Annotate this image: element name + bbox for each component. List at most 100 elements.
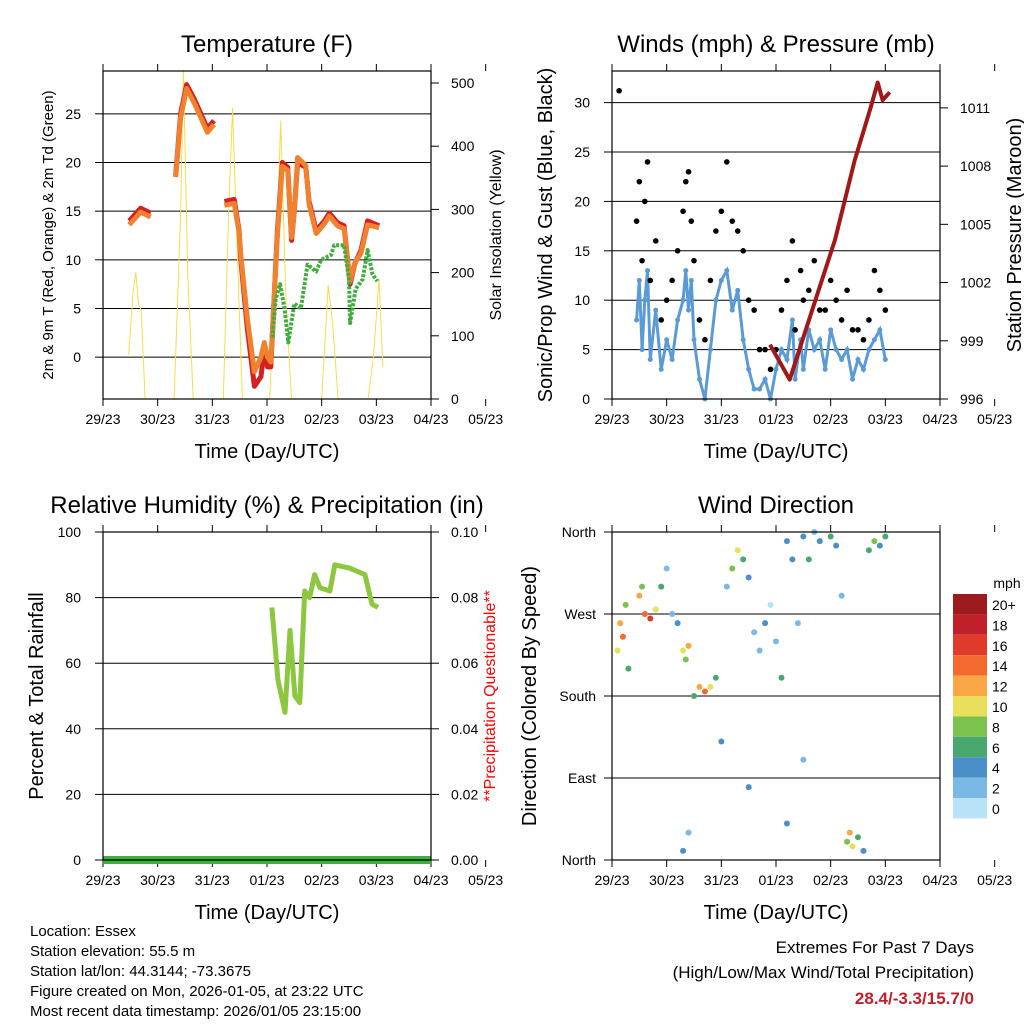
y2-axis-label: Station Pressure (Maroon) (1004, 118, 1024, 353)
gust-point (751, 307, 757, 313)
plot-frame (611, 531, 941, 861)
wind-point (718, 277, 724, 283)
gust-point (644, 159, 651, 165)
y2-tick-label: 0.08 (451, 590, 478, 606)
y-tick-label: 25 (574, 144, 590, 160)
y2-tick-label: 500 (451, 75, 475, 91)
x-tick-label: 29/23 (85, 872, 120, 888)
wind-point (729, 307, 735, 313)
gust-point (734, 228, 741, 234)
gust-point (792, 327, 798, 333)
direction-point (745, 574, 752, 581)
y-tick-label: 10 (65, 252, 81, 268)
x-tick-label: 04/23 (922, 872, 957, 888)
y-tick-label: 15 (574, 243, 590, 259)
y-tick-label: 0 (73, 349, 81, 365)
wind-point (789, 317, 795, 323)
series-line-2m-td (270, 243, 380, 345)
direction-point (682, 656, 689, 663)
wind-point (828, 327, 834, 333)
y-tick-label: 5 (73, 300, 81, 316)
y-tick-label: 20 (65, 786, 81, 802)
gust-point (674, 248, 681, 254)
wind-point (653, 307, 659, 313)
gust-point (658, 317, 664, 323)
x-tick-label: 05/23 (468, 872, 503, 888)
direction-point (707, 683, 714, 690)
chart-title: Temperature (F) (181, 31, 353, 58)
wind-point (669, 356, 675, 362)
y-tick-label: 60 (65, 655, 81, 671)
legend-label: 18 (992, 617, 1008, 633)
direction-point (680, 847, 687, 854)
legend-label: 12 (992, 679, 1008, 695)
wind-point (792, 376, 798, 382)
wind-point (811, 347, 817, 353)
direction-point (658, 583, 665, 590)
x-axis-label: Time (Day/UTC) (704, 441, 849, 463)
gust-point (822, 307, 828, 313)
y-tick-label: North (562, 852, 596, 868)
series-line-solar-insolation (173, 69, 194, 400)
y-tick-label: South (559, 688, 596, 704)
gust-point (855, 327, 861, 333)
x-tick-label: 05/23 (977, 411, 1012, 427)
gust-point (707, 277, 714, 284)
y2-tick-label: 996 (960, 391, 984, 407)
wind-point (784, 356, 790, 362)
x-tick-label: 31/23 (704, 411, 739, 427)
gust-point (838, 317, 845, 323)
direction-point (652, 606, 659, 613)
series-line-solar-insolation (367, 278, 384, 400)
y2-tick-label: 0.02 (451, 786, 478, 802)
x-tick-label: 03/23 (359, 411, 394, 427)
y-tick-label: 40 (65, 721, 81, 737)
wind-point (740, 337, 746, 343)
direction-point (740, 556, 747, 563)
direction-point (751, 629, 758, 636)
elevation-text: Station elevation: 55.5 m (30, 943, 196, 960)
legend-swatch (953, 675, 987, 696)
direction-point (614, 647, 621, 654)
gust-point (688, 218, 695, 224)
gust-point (713, 228, 719, 234)
direction-point (712, 674, 719, 681)
wind-point (778, 347, 784, 353)
direction-point (855, 834, 861, 841)
wind-point (866, 347, 872, 353)
legend-label: 6 (992, 740, 1000, 756)
chart-title: Relative Humidity (%) & Precipitation (i… (50, 492, 483, 519)
direction-point (723, 583, 730, 590)
legend-swatch (953, 798, 987, 819)
gust-point (827, 277, 834, 284)
gust-point (784, 277, 790, 284)
y-tick-label: 100 (58, 524, 82, 540)
gust-point (756, 346, 763, 353)
gust-point (778, 307, 785, 313)
legend-title: mph (993, 575, 1020, 591)
x-tick-label: 02/23 (304, 872, 339, 888)
gust-point (745, 297, 752, 304)
legend-swatch (953, 594, 987, 615)
wind-point (800, 366, 806, 372)
series-line-solar-insolation (128, 272, 146, 400)
wind-point (707, 347, 713, 353)
wind-point (850, 376, 856, 382)
extremes-title: Extremes For Past 7 Days (775, 938, 974, 957)
x-tick-label: 31/23 (704, 872, 739, 888)
legend-swatch (953, 614, 987, 635)
pressure-line (768, 80, 892, 382)
direction-point (838, 592, 845, 599)
wind-point (871, 337, 877, 343)
direction-point (647, 615, 654, 622)
gust-point (683, 178, 689, 185)
gust-point (642, 198, 648, 205)
x-tick-label: 30/23 (140, 411, 175, 427)
station-info: Location: Essex Station elevation: 55.5 … (30, 922, 364, 1022)
y-tick-label: 0 (73, 852, 81, 868)
plot-frame (102, 70, 432, 400)
y-tick-label: 10 (574, 292, 590, 308)
direction-point (729, 565, 736, 572)
legend-label: 14 (992, 658, 1008, 674)
gust-point (806, 287, 812, 294)
